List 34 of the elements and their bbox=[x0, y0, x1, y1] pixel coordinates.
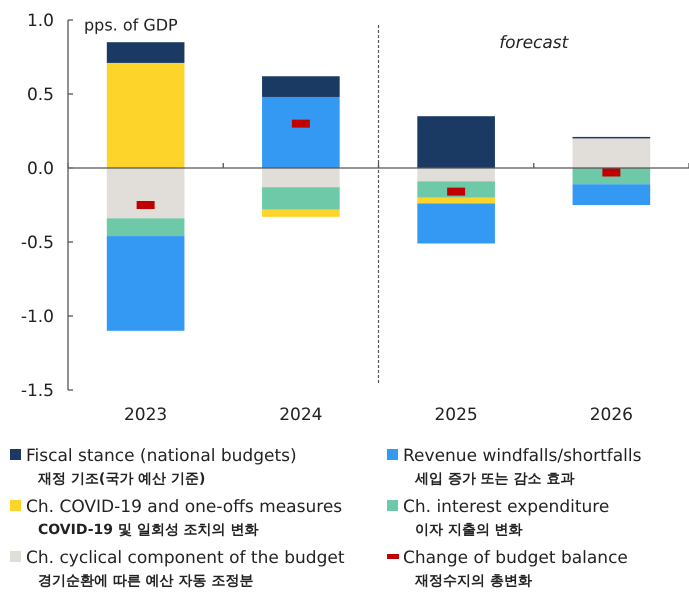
legend-label: Change of budget balance 재정수지의 총변화 bbox=[403, 548, 628, 589]
bar bbox=[262, 187, 340, 210]
bar bbox=[417, 204, 495, 244]
bar bbox=[106, 168, 184, 218]
bar bbox=[106, 218, 184, 236]
x-tick-label: 2026 bbox=[590, 405, 634, 425]
bar bbox=[417, 198, 495, 204]
y-tick-label: 0.5 bbox=[26, 84, 54, 105]
legend-label: Fiscal stance (national budgets) 재정 기조(국가 예산 기준) bbox=[26, 446, 297, 487]
legend-label: Ch. cyclical component of the budget 경기순환에 따른 예산 자동 조정분 bbox=[26, 548, 345, 589]
bar bbox=[417, 168, 495, 182]
bar bbox=[262, 96, 340, 168]
bar bbox=[106, 62, 184, 168]
bar bbox=[262, 76, 340, 97]
y-tick-label: 1.0 bbox=[26, 10, 54, 31]
legend-label: Revenue windfalls/shortfalls 세입 증가 또는 감소 효과 bbox=[403, 446, 642, 487]
y-tick-label: -1.0 bbox=[20, 306, 54, 327]
legend-label: Ch. COVID-19 and one-offs measures COVID-19 및 일회성 조치의 변화 bbox=[26, 496, 342, 538]
y-tick-label: 0.0 bbox=[26, 158, 54, 179]
y-axis-title: pps. of GDP bbox=[84, 16, 178, 35]
bar bbox=[417, 116, 495, 168]
bar bbox=[106, 42, 184, 63]
y-tick-label: -0.5 bbox=[20, 232, 54, 253]
x-tick-label: 2023 bbox=[124, 405, 168, 425]
x-tick-label: 2025 bbox=[434, 405, 478, 425]
bar bbox=[572, 138, 650, 168]
annotation: forecast bbox=[499, 33, 570, 53]
x-tick-label: 2024 bbox=[279, 405, 323, 425]
bar bbox=[572, 184, 650, 205]
y-tick-label: -1.5 bbox=[20, 380, 54, 401]
legend-label: Ch. interest expenditure 이자 지출의 변화 bbox=[403, 496, 610, 538]
bar bbox=[262, 209, 340, 217]
bar bbox=[106, 236, 184, 331]
bar bbox=[262, 168, 340, 188]
